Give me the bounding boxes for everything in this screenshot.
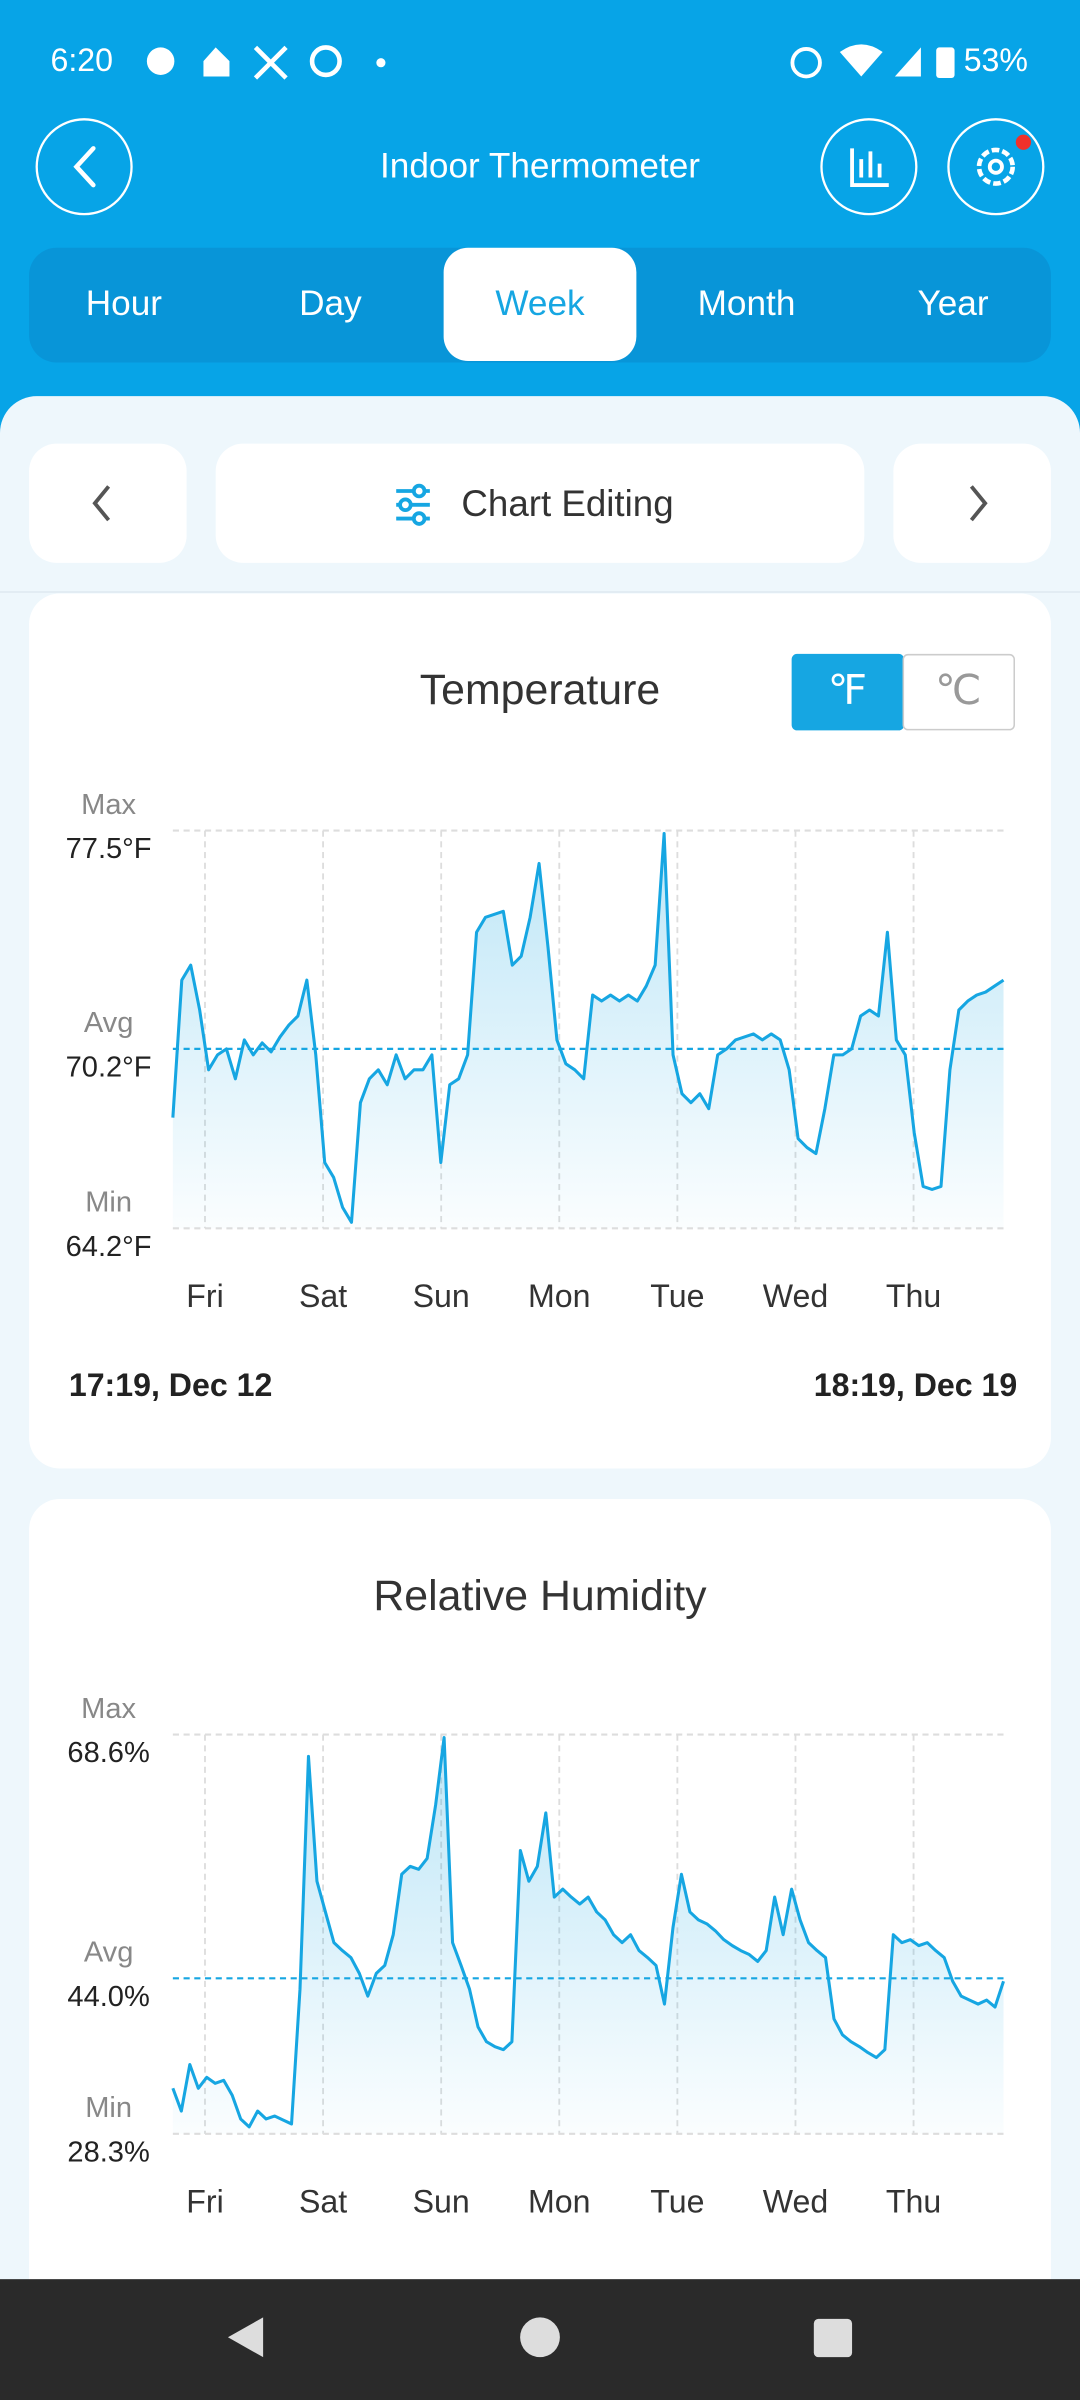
y-tick-label: 77.5°F <box>66 833 152 865</box>
y-tick-name: Min <box>85 1186 132 1218</box>
x-tick-label: Tue <box>650 1278 704 1314</box>
x-tick-label: Wed <box>763 1278 828 1314</box>
prev-button[interactable] <box>29 443 187 563</box>
tab-label[interactable]: Week <box>495 284 585 323</box>
sliders-icon <box>396 483 430 526</box>
area <box>172 1737 1004 2134</box>
nav-recents[interactable] <box>813 2318 853 2358</box>
chart-button[interactable] <box>820 118 918 216</box>
start-date: 17:19, Dec 12 <box>69 1367 273 1403</box>
x-tick-label: Mon <box>528 2184 590 2220</box>
status-icons <box>146 44 955 80</box>
y-tick-name: Max <box>81 789 136 821</box>
x-tick-label: Sat <box>299 2184 347 2220</box>
line <box>171 1736 1005 2129</box>
y-tick-label: 70.2°F <box>66 1051 152 1083</box>
x-tick-label: Fri <box>186 1278 223 1314</box>
x-tick-label: Thu <box>886 2184 941 2220</box>
end-date: 18:19, Dec 19 <box>814 1367 1018 1403</box>
tab-label[interactable]: Day <box>299 284 362 323</box>
status-time: 6:20 <box>50 42 113 78</box>
nav-home[interactable] <box>520 2317 560 2358</box>
x-tick-label: Sat <box>299 1278 347 1314</box>
nav-back[interactable] <box>227 2317 264 2358</box>
y-tick-name: Min <box>85 2092 132 2124</box>
tab-label[interactable]: Year <box>917 284 988 323</box>
settings-button[interactable] <box>947 118 1045 216</box>
x-tick-label: Tue <box>650 2184 704 2220</box>
unit-option[interactable] <box>902 653 1015 731</box>
x-tick-label: Thu <box>886 1278 941 1314</box>
y-tick-label: 64.2°F <box>66 1231 152 1263</box>
x-tick-label: Sun <box>413 2184 470 2220</box>
x-tick-label: Sun <box>413 1278 470 1314</box>
x-tick-label: Fri <box>186 2184 223 2220</box>
next-button[interactable] <box>893 443 1051 563</box>
status-battery: 53% <box>964 42 1028 78</box>
y-tick-label: 44.0% <box>67 1981 149 2013</box>
next-icon <box>969 485 988 522</box>
y-tick-name: Max <box>81 1693 136 1725</box>
line <box>171 832 1005 1224</box>
tab-active[interactable] <box>443 247 637 361</box>
y-tick-label: 28.3% <box>67 2136 149 2168</box>
unit-label: ℉ <box>828 667 867 713</box>
y-tick-label: 68.6% <box>67 1737 149 1769</box>
chart-title: Temperature <box>420 666 660 714</box>
tab-label[interactable]: Hour <box>86 284 163 323</box>
tab-label[interactable]: Month <box>698 284 796 323</box>
chart-editing-label: Chart Editing <box>461 483 673 524</box>
prev-icon <box>92 485 111 522</box>
y-tick-name: Avg <box>84 1937 134 1969</box>
x-tick-label: Wed <box>763 2184 828 2220</box>
back-button[interactable] <box>35 118 133 216</box>
header-title: Indoor Thermometer <box>380 147 700 186</box>
x-tick-label: Mon <box>528 1278 590 1314</box>
chart-editing-button[interactable] <box>215 443 865 563</box>
chart-title: Relative Humidity <box>373 1572 707 1620</box>
unit-label: ℃ <box>935 667 981 713</box>
y-tick-name: Avg <box>84 1007 134 1039</box>
